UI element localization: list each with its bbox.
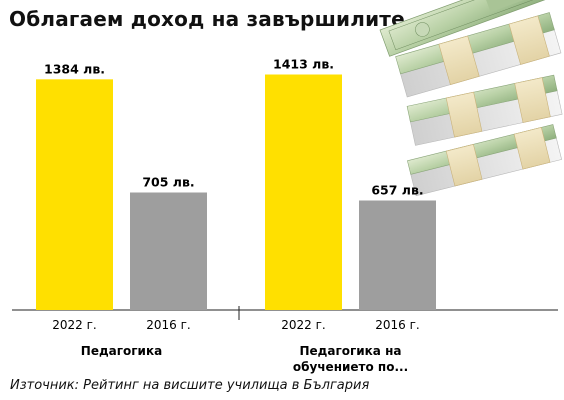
x-tick-label: 2016 г.	[375, 318, 419, 332]
bar-value-label: 705 лв.	[142, 175, 194, 190]
x-tick-label: 2022 г.	[281, 318, 325, 332]
bar-1-2	[130, 192, 207, 310]
bar-value-label: 657 лв.	[371, 183, 423, 198]
bar-value-label: 1413 лв.	[273, 57, 334, 72]
bars-layer: 1384 лв. 2022 г. 705 лв. 2016 г. Педагогика 1…	[36, 57, 436, 374]
group-label: обучението по...	[293, 360, 408, 374]
group-label: Педагогика на	[300, 344, 402, 358]
banknote-stacks-image	[379, 0, 563, 197]
chart-title: Облагаем доход на завършилите	[9, 7, 405, 31]
bar-1-1	[36, 79, 113, 310]
group-label: Педагогика	[81, 344, 162, 358]
source-note: Източник: Рейтинг на висшите училища в Б…	[10, 378, 370, 393]
bar-2-1	[265, 74, 342, 310]
x-tick-label: 2022 г.	[52, 318, 96, 332]
x-tick-label: 2016 г.	[146, 318, 190, 332]
bar-value-label: 1384 лв.	[44, 61, 105, 76]
bar-2-2	[359, 200, 436, 310]
